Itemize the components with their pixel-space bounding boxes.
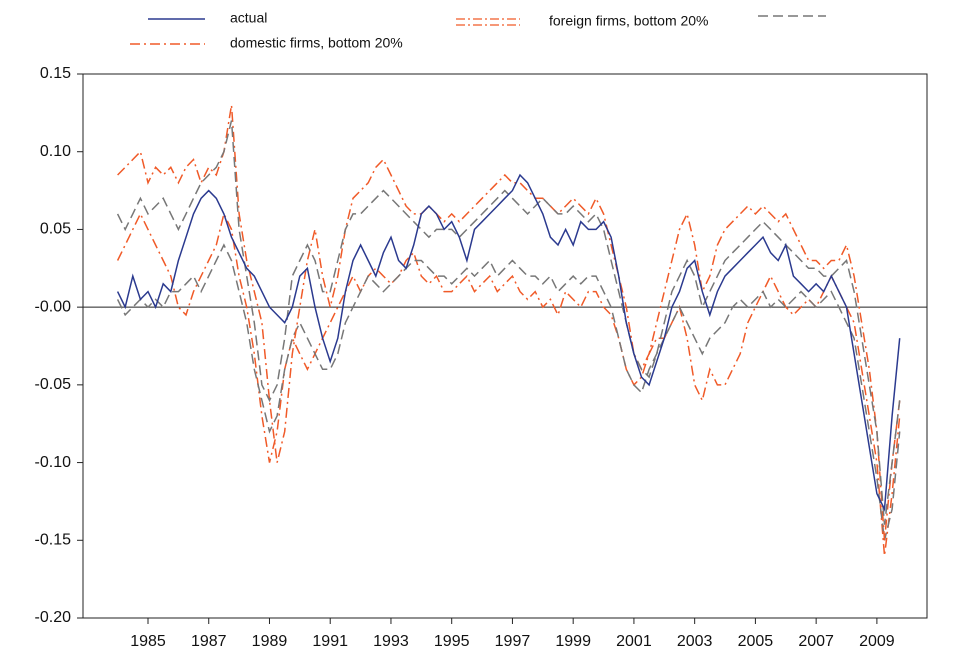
- series-line: [117, 104, 901, 541]
- y-tick-label: 0.15: [40, 65, 71, 82]
- x-tick-label: 1995: [434, 633, 470, 650]
- y-tick-label: -0.05: [35, 376, 72, 393]
- series-line: [116, 243, 901, 541]
- x-tick-label: 1999: [555, 633, 591, 650]
- legend-label: actual: [230, 10, 267, 26]
- series-line: [116, 120, 901, 525]
- y-tick-label: -0.15: [35, 532, 72, 549]
- x-tick-label: 1991: [312, 633, 348, 650]
- x-tick-label: 1987: [191, 633, 227, 650]
- legend-label: foreign firms, bottom 20%: [549, 13, 709, 29]
- x-tick-label: 2007: [798, 633, 834, 650]
- x-tick-label: 2009: [859, 633, 895, 650]
- x-tick-label: 1989: [252, 633, 288, 650]
- plot-frame: [82, 73, 928, 619]
- legend-symbol: [456, 18, 520, 26]
- legend-label: domestic firms, bottom 20%: [230, 35, 403, 51]
- x-tick-label: 1993: [373, 633, 409, 650]
- y-tick-label: 0.05: [40, 221, 71, 238]
- y-tick-label: -0.10: [35, 454, 72, 471]
- x-tick-label: 1997: [495, 633, 531, 650]
- y-tick-label: -0.20: [35, 609, 72, 626]
- x-tick-label: 2005: [738, 633, 774, 650]
- series-line: [116, 211, 901, 556]
- x-tick-label: 1985: [130, 633, 166, 650]
- x-tick-label: 2003: [677, 633, 713, 650]
- series-line: [116, 173, 901, 512]
- x-tick-label: 2001: [616, 633, 652, 650]
- y-tick-label: 0.10: [40, 143, 71, 160]
- y-tick-label: -0.00: [35, 298, 72, 315]
